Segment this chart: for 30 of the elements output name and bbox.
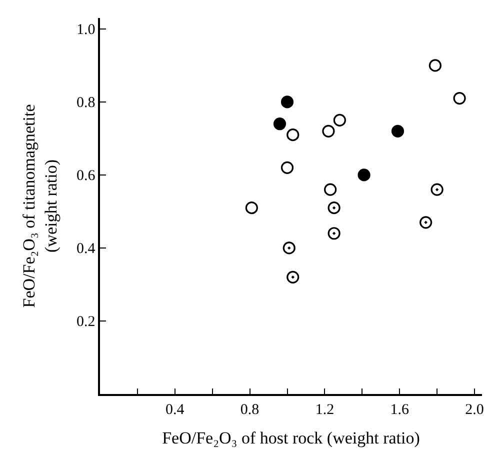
y-tick-label: 0.4: [76, 241, 96, 258]
y-axis-title: FeO/Fe₂O₃ of titanomagnetite (weight ratio): [19, 104, 61, 308]
point: [328, 202, 340, 214]
point: [333, 114, 346, 127]
point: [391, 124, 404, 138]
point: [280, 96, 294, 108]
x-tick-label: 0.4: [166, 402, 185, 418]
point: [428, 59, 442, 72]
point: [286, 128, 300, 142]
point: [282, 242, 296, 254]
point: [245, 202, 258, 214]
point: [324, 183, 337, 196]
point: [286, 270, 300, 284]
point: [273, 118, 286, 130]
y-tick-label: 0.6: [76, 168, 96, 184]
x-tick-label: 1.6: [390, 402, 410, 418]
y-tick-label: 0.8: [76, 95, 96, 112]
point: [322, 124, 335, 138]
point: [453, 92, 466, 105]
point: [430, 183, 444, 196]
x-tick-label: 0.8: [240, 402, 260, 418]
x-tick-label: 2.0: [465, 402, 484, 418]
point: [328, 227, 340, 240]
y-tick-label: 0.2: [76, 314, 96, 330]
y-tick-label: 1.0: [76, 22, 96, 38]
point: [280, 161, 294, 174]
x-tick-label: 1.2: [315, 402, 334, 418]
point: [358, 168, 370, 182]
point: [420, 216, 432, 229]
x-axis-title: FeO/Fe₂O₃ of host rock (weight ratio): [162, 428, 420, 448]
